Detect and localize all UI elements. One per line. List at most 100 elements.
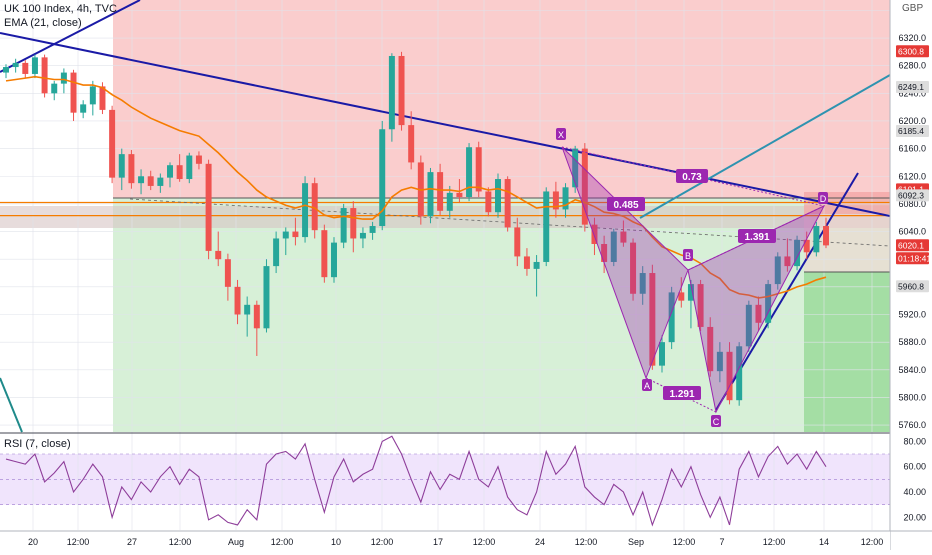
candle-body [591,224,598,244]
candle [51,80,58,101]
candle [649,264,656,370]
candle [263,259,270,333]
candle [813,221,820,257]
candle-body [398,55,405,126]
pattern-point-badge [683,249,693,261]
candle [774,252,781,290]
candle-body [784,256,791,267]
ratio-label: 0.485 [613,200,638,211]
candle-body [176,165,183,180]
pattern-bd-line [687,205,825,271]
pattern-point-label: A [644,381,650,391]
candle-body [581,148,588,225]
candle [784,238,791,272]
candle [292,217,299,246]
candle [302,176,309,243]
candle-body [70,72,77,113]
time-tick-label: 12:00 [169,537,192,547]
candle [244,296,251,337]
price-tick-label: 6080.0 [898,199,926,209]
time-tick-label: 12:00 [763,537,786,547]
rsi-tick-label: 60.00 [903,462,926,472]
candle-body [552,191,559,210]
candle-body [601,243,608,262]
candle-body [427,172,434,217]
candle-body [195,155,202,164]
candle [31,54,38,79]
candle [70,69,77,121]
candle-body [620,231,627,243]
candle [408,111,415,170]
candle [224,253,231,301]
price-tag-background [896,45,929,58]
candle [687,279,694,329]
pattern-ratio-bd: 1.391 [738,229,776,243]
candle-body [765,284,772,323]
resistance-band [0,206,890,228]
pattern-point-d: D [818,192,828,204]
ratio-badge [738,229,776,243]
candle-body [456,192,463,197]
candle [495,173,501,218]
candle-body [379,129,386,227]
ratio-badge [607,197,645,211]
candle [205,159,212,260]
candle-body [716,351,723,372]
candle-body [186,155,193,180]
candle [533,255,540,297]
price-tag-label: 5960.8 [898,281,924,291]
price-tick-label: 6240.0 [898,88,926,98]
candle-body [523,256,530,269]
candle-body [823,226,829,246]
time-tick-label: 12:00 [473,537,496,547]
candle [446,185,453,218]
price-tag-label: 01:18:41 [898,253,931,263]
candle [388,53,395,142]
candle-body [630,242,637,294]
rsi-tick-label: 20.00 [903,512,926,522]
time-tick-label: 12:00 [371,537,394,547]
candle-body [659,342,665,366]
candle [369,221,376,240]
price-tag-p6092: 6092.3 [896,189,929,202]
candle [3,64,9,79]
candle-body [610,231,617,262]
pattern-ratio-xb: 0.485 [607,197,645,211]
pattern-point-x: X [556,128,566,140]
candle-body [89,86,96,105]
candle-body [99,86,106,110]
candle [282,227,289,256]
candle-body [504,179,511,228]
candle [138,169,145,195]
candle-body [282,231,289,239]
candle-body [388,55,395,130]
candle-body [22,62,29,74]
candle-body [813,226,820,253]
ema-legend[interactable]: EMA (21, close) [4,17,82,29]
candle-body [466,147,473,197]
symbol-title[interactable]: UK 100 Index, 4h, TVC [4,3,117,15]
time-tick-label: 12:00 [861,537,884,547]
pattern-point-badge [818,192,828,204]
candle-body [369,226,376,233]
candle [678,277,685,308]
candle [176,154,183,182]
candle [60,68,67,94]
candle-body [803,239,810,253]
candle [350,201,357,253]
candle [610,228,617,267]
rsi-legend[interactable]: RSI (7, close) [4,438,71,450]
rsi-line [5,435,827,527]
candle-body [167,165,173,178]
candle [707,317,714,377]
price-tag-label: 6020.1 [898,240,924,250]
price-tag-p6249: 6249.1 [896,81,929,94]
pattern-ratio-xd: 0.73 [676,169,708,183]
candle-body [234,286,241,315]
price-tick-label: 6120.0 [898,171,926,181]
candle [109,105,116,184]
currency-label: GBP [902,3,924,14]
candle-body [359,232,366,239]
candle [504,176,511,232]
